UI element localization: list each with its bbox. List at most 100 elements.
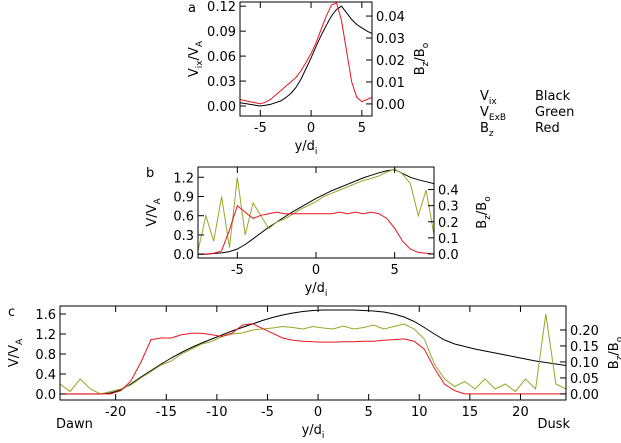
data-line [60,309,566,395]
y-tick-label: 0.09 [207,25,236,40]
x-tick-label: -10 [206,405,227,420]
data-line [60,313,566,395]
panel-label: a [188,1,196,16]
y2-tick-label: 0.2 [438,216,459,231]
label-part: A [195,40,205,47]
y-tick-label: 0.03 [207,75,236,90]
y-axis-label: V/VA [145,198,163,227]
y-tick-label: 0.9 [173,190,194,205]
x-tick-label: 0 [307,121,315,136]
y-tick-label: 0.0 [173,248,194,263]
x-tick-label: -5 [261,405,274,420]
legend-symbol: Bz [480,121,494,139]
panel-label: c [8,305,15,320]
x-tick-label: 0 [314,405,322,420]
label-part: i [315,147,318,157]
y2-tick-label: 0.15 [570,340,599,355]
y-tick-label: 0.4 [35,368,56,383]
plot-frame [239,1,373,117]
label-part: /B [475,202,490,215]
left-note: Dawn [56,417,93,432]
y2-axis-label: Bz/Bo [475,196,493,229]
y2-axis-label: Bz/Bo [607,336,621,369]
y2-tick-label: 0.01 [376,76,405,91]
y2-tick-label: 0.3 [438,200,459,215]
x-tick-label: 0 [312,263,320,278]
right-note: Dusk [537,417,570,432]
label-part: /B [413,48,428,61]
label-part: /B [607,342,621,355]
y-tick-label: 0.12 [207,0,236,15]
label-part: y/d [295,139,315,154]
label-part: B [480,121,489,136]
label-part: o [483,196,493,202]
y-tick-label: 0.8 [35,348,56,363]
label-part: V/V [7,345,22,367]
data-line [198,204,434,255]
label-part: V/V [145,204,160,226]
y-tick-label: 0.0 [35,388,56,403]
y2-tick-label: 0.02 [376,54,405,69]
label-part: B [413,66,428,75]
label-part: y/d [302,423,322,438]
label-part: z [489,129,494,139]
label-part: V [480,105,489,120]
y2-tick-label: 0.0 [438,248,459,263]
y-axis-label: Vix/VA [187,40,205,77]
y2-tick-label: 0.00 [376,98,405,113]
x-tick-label: 15 [462,405,479,420]
x-axis-label: y/di [305,281,328,299]
y2-tick-label: 0.05 [570,372,599,387]
y2-axis-label: Bz/Bo [413,42,431,75]
label-part: i [325,289,328,299]
data-line [240,5,372,107]
x-tick-label: 10 [411,405,428,420]
label-part: z [615,355,621,360]
x-tick-label: -15 [156,405,177,420]
x-tick-label: 20 [512,405,529,420]
label-part: ix [195,60,205,69]
label-part: B [475,220,490,229]
y2-tick-label: 0.03 [376,32,405,47]
x-axis-label: y/di [302,423,325,441]
x-tick-label: 5 [365,405,373,420]
data-line [60,323,566,395]
legend-symbol: Vix [480,89,497,107]
y-tick-label: 0.6 [173,210,194,225]
y-tick-label: 1.6 [35,308,56,323]
y-tick-label: 0.00 [207,100,236,115]
label-part: V [187,68,202,77]
x-tick-label: -5 [254,121,267,136]
legend-label: Black [535,89,571,104]
label-part: o [615,336,621,342]
data-line [198,168,434,252]
plot-frame [59,305,567,401]
y2-tick-label: 0.04 [376,10,405,25]
label-part: /V [187,47,202,60]
label-part: y/d [305,281,325,296]
legend-label: Red [535,121,560,136]
x-tick-label: -5 [231,263,244,278]
x-axis-label: y/di [295,139,318,157]
y-tick-label: 0.3 [173,229,194,244]
x-tick-label: 5 [358,121,366,136]
panel-label: b [146,166,154,181]
label-part: o [421,42,431,48]
y-tick-label: 1.2 [35,328,56,343]
y2-tick-label: 0.1 [438,232,459,247]
label-part: i [322,431,325,441]
data-line [240,2,372,105]
legend-symbol: VExB [480,105,506,123]
label-part: z [421,61,431,66]
x-tick-label: 5 [391,263,399,278]
label-part: ExB [489,113,506,123]
label-part: A [153,198,163,205]
legend-label: Green [535,105,574,120]
label-part: z [483,215,493,220]
label-part: B [607,360,621,369]
y2-tick-label: 0.00 [570,388,599,403]
x-tick-label: -20 [105,405,126,420]
label-part: V [480,89,489,104]
y2-tick-label: 0.20 [570,324,599,339]
